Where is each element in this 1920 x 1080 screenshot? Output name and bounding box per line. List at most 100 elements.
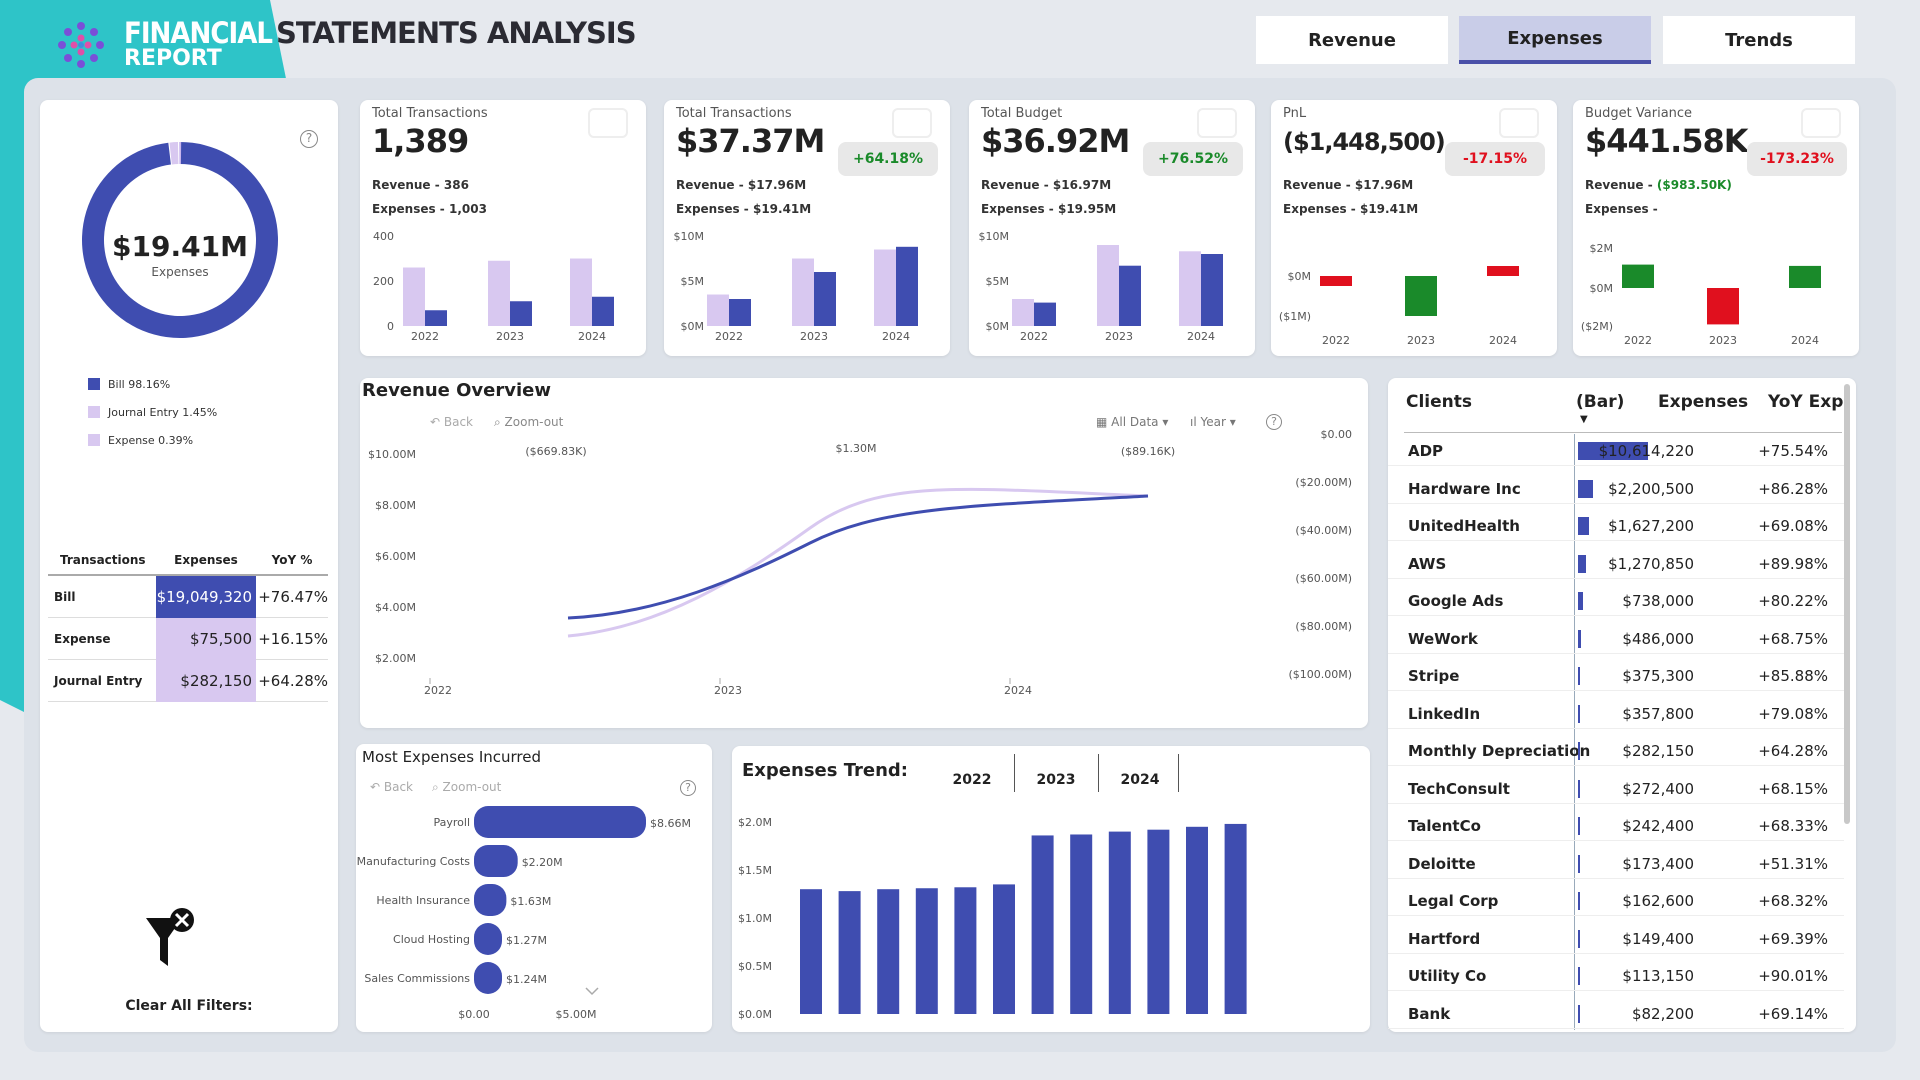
table-row[interactable]: WeWork $486,000 +68.75%: [1388, 624, 1844, 654]
back-button[interactable]: ↶ Back: [370, 780, 414, 794]
bar-expenses[interactable]: [729, 299, 751, 326]
row-yoy: +76.47%: [258, 587, 328, 606]
bar-expense-category[interactable]: [474, 962, 502, 994]
table-row[interactable]: ADP $10,614,220 +75.54%: [1388, 436, 1844, 466]
data-label: ($89.16K): [1121, 445, 1175, 458]
bar-variance[interactable]: [1405, 276, 1437, 316]
bar-variance[interactable]: [1320, 276, 1352, 286]
bar-expenses[interactable]: [510, 301, 532, 326]
row-expenses: $19,049,320: [156, 575, 256, 618]
bar-monthly-expense[interactable]: [1031, 835, 1054, 1014]
table-row[interactable]: Stripe $375,300 +85.88%: [1388, 661, 1844, 691]
table-row[interactable]: Bank $82,200 +69.14%: [1388, 999, 1844, 1029]
bar-revenue[interactable]: [403, 267, 425, 327]
x-tick-label: 2024: [882, 330, 910, 343]
title-financial: FINANCIAL: [124, 16, 273, 50]
slicer-2024[interactable]: 2024: [1120, 772, 1160, 788]
bar-monthly-expense[interactable]: [954, 887, 977, 1014]
bar-expense-category[interactable]: [474, 923, 502, 955]
left-panel: ? $19.41M Expenses Bill 98.16% Journal En…: [40, 100, 338, 1032]
bar-monthly-expense[interactable]: [1108, 831, 1131, 1014]
col-bar[interactable]: (Bar): [1576, 392, 1625, 412]
bar-expense-category[interactable]: [474, 845, 518, 877]
donut-slice[interactable]: [179, 142, 182, 165]
bar-monthly-expense[interactable]: [1147, 829, 1170, 1014]
bar-revenue[interactable]: [488, 260, 510, 326]
tab-revenue[interactable]: Revenue: [1256, 16, 1448, 64]
table-row[interactable]: Hartford $149,400 +69.39%: [1388, 924, 1844, 954]
table-row[interactable]: TechConsult $272,400 +68.15%: [1388, 774, 1844, 804]
table-row[interactable]: Hardware Inc $2,200,500 +86.28%: [1388, 474, 1844, 504]
x-tick-label: 2024: [1004, 684, 1032, 697]
clear-filter-icon[interactable]: [142, 908, 202, 974]
bar-expenses[interactable]: [592, 296, 614, 326]
bar-expenses[interactable]: [425, 310, 447, 326]
bar-revenue[interactable]: [707, 294, 729, 327]
bar-expenses[interactable]: [896, 246, 918, 326]
bar-revenue[interactable]: [1012, 299, 1034, 326]
table-row[interactable]: Monthly Depreciation $282,150 +64.28%: [1388, 736, 1844, 766]
bar-variance[interactable]: [1622, 264, 1654, 288]
table-row[interactable]: TalentCo $242,400 +68.33%: [1388, 811, 1844, 841]
bar-monthly-expense[interactable]: [993, 884, 1015, 1014]
bar-expenses[interactable]: [1201, 254, 1223, 326]
y-left-tick-label: $4.00M: [375, 601, 416, 614]
bar-monthly-expense[interactable]: [1186, 826, 1208, 1014]
table-row[interactable]: LinkedIn $357,800 +79.08%: [1388, 699, 1844, 729]
help-icon[interactable]: ?: [300, 130, 318, 148]
client-expenses: $173,400: [1622, 854, 1694, 873]
help-icon[interactable]: ?: [680, 780, 696, 796]
bar-monthly-expense[interactable]: [1070, 834, 1093, 1014]
bar-monthly-expense[interactable]: [838, 891, 861, 1014]
bar-monthly-expense[interactable]: [915, 888, 938, 1014]
year-slicer[interactable]: 2022 2023 2024: [932, 752, 1180, 792]
zoom-label: Zoom-out: [504, 415, 564, 429]
tab-trends[interactable]: Trends: [1663, 16, 1855, 64]
table-row[interactable]: Expense $75,500 +16.15%: [48, 617, 328, 660]
chevron-down-icon[interactable]: [585, 987, 599, 996]
bar-expense-category[interactable]: [474, 884, 507, 916]
year-dropdown[interactable]: ıl Year ▾: [1190, 415, 1236, 429]
bar-revenue[interactable]: [1179, 251, 1201, 326]
slicer-2022[interactable]: 2022: [952, 772, 992, 788]
table-row[interactable]: Legal Corp $162,600 +68.32%: [1388, 886, 1844, 916]
bar-variance[interactable]: [1487, 266, 1519, 276]
bar-monthly-expense[interactable]: [800, 889, 822, 1014]
bar-revenue[interactable]: [570, 258, 592, 327]
bar-variance[interactable]: [1707, 288, 1739, 325]
table-row[interactable]: Journal Entry $282,150 +64.28%: [48, 659, 328, 702]
bar-monthly-expense[interactable]: [1224, 823, 1247, 1014]
series-expenses-line[interactable]: [567, 494, 1149, 620]
table-row[interactable]: AWS $1,270,850 +89.98%: [1388, 549, 1844, 579]
sort-desc-icon[interactable]: ▼: [1580, 414, 1588, 425]
all-data-dropdown[interactable]: ▦ All Data ▾: [1096, 415, 1169, 429]
legend-item[interactable]: Journal Entry 1.45%: [88, 398, 217, 426]
help-icon[interactable]: ?: [1266, 414, 1282, 430]
bar-expenses[interactable]: [1034, 302, 1056, 326]
zoom-out-button[interactable]: ⌕ Zoom-out: [432, 780, 502, 794]
table-row[interactable]: Deloitte $173,400 +51.31%: [1388, 849, 1844, 879]
zoom-label: Zoom-out: [442, 780, 502, 794]
bar-expense-category[interactable]: [474, 806, 646, 838]
scrollbar[interactable]: [1844, 384, 1850, 824]
bar-revenue[interactable]: [1097, 245, 1119, 326]
tab-expenses[interactable]: Expenses: [1459, 16, 1651, 64]
slicer-2023[interactable]: 2023: [1036, 772, 1076, 788]
zoom-out-button[interactable]: ⌕ Zoom-out: [494, 415, 564, 429]
back-button[interactable]: ↶ Back: [430, 415, 474, 429]
donut-slice[interactable]: [169, 142, 179, 165]
bar-expenses[interactable]: [814, 272, 836, 326]
bar-variance[interactable]: [1789, 265, 1821, 288]
table-row[interactable]: UnitedHealth $1,627,200 +69.08%: [1388, 511, 1844, 541]
bar-revenue[interactable]: [874, 249, 896, 327]
table-row[interactable]: Google Ads $738,000 +80.22%: [1388, 586, 1844, 616]
bar-revenue[interactable]: [792, 258, 814, 327]
table-row[interactable]: Utility Co $113,150 +90.01%: [1388, 961, 1844, 991]
legend-item[interactable]: Bill 98.16%: [88, 370, 217, 398]
bar-expenses[interactable]: [1119, 265, 1141, 326]
legend-item[interactable]: Expense 0.39%: [88, 426, 217, 454]
series-revenue-line[interactable]: [567, 487, 1149, 638]
bar-monthly-expense[interactable]: [877, 889, 900, 1014]
year-label: Year: [1200, 415, 1226, 429]
table-row[interactable]: Bill $19,049,320 +76.47%: [48, 575, 328, 618]
